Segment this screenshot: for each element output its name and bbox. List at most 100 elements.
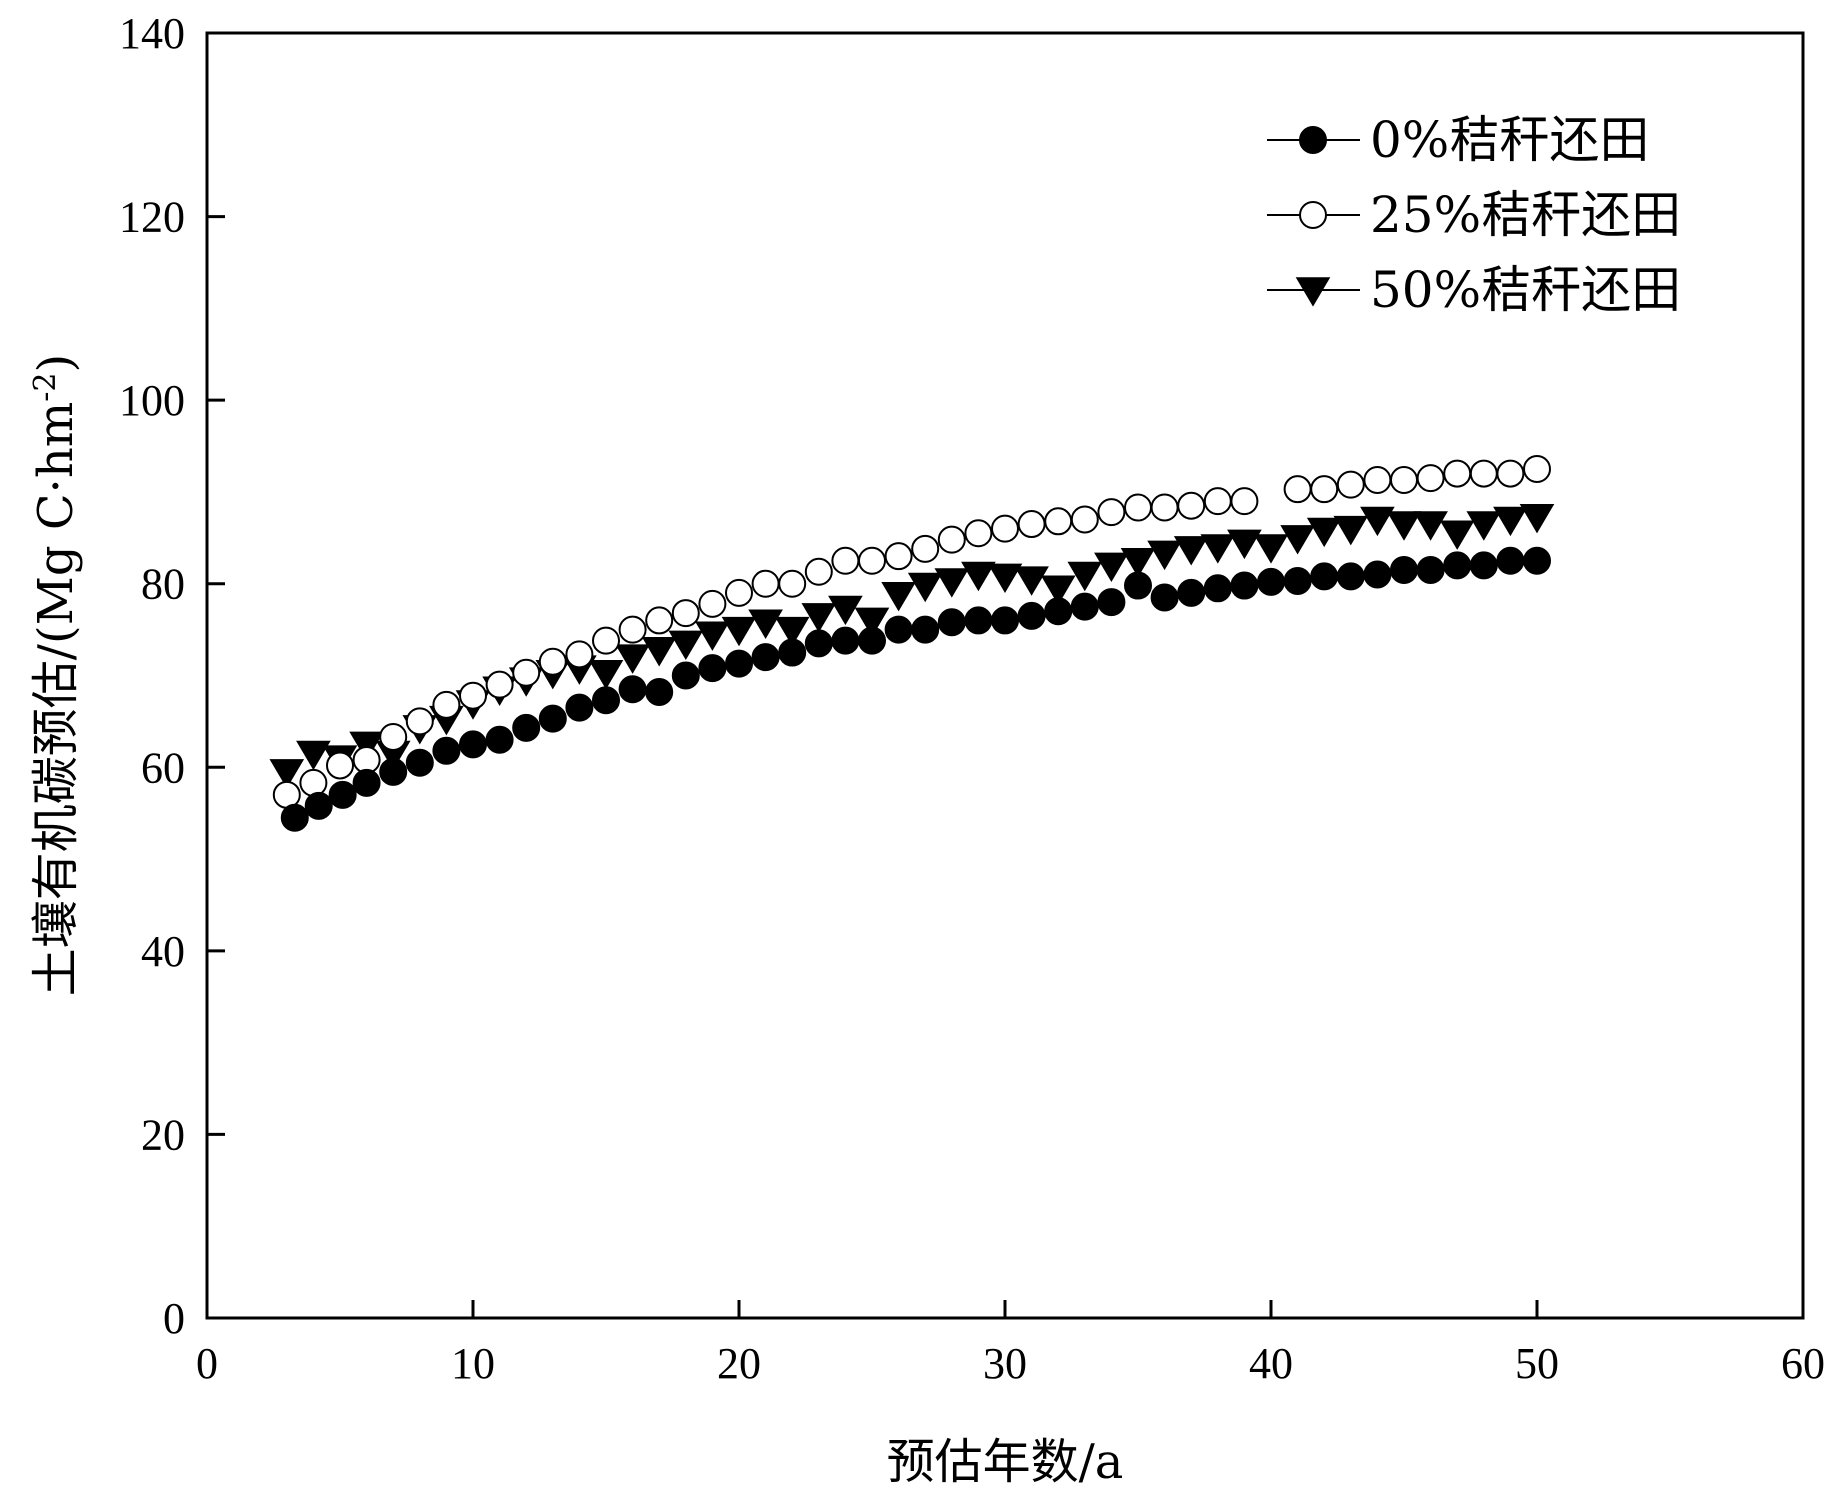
data-point (349, 731, 384, 762)
data-point (1496, 459, 1525, 488)
data-point (1336, 470, 1365, 499)
data-point (1466, 511, 1502, 541)
legend-entry: 25%秸秆还田 (1267, 186, 1681, 244)
y-tick-label: 80 (141, 560, 185, 609)
data-point (1283, 566, 1312, 595)
x-tick-label: 0 (196, 1339, 218, 1388)
legend-label: 25%秸秆还田 (1370, 186, 1681, 244)
data-point (328, 780, 357, 809)
data-point (1413, 511, 1448, 541)
data-point (641, 637, 677, 667)
data-point (588, 659, 624, 690)
data-point (858, 546, 886, 575)
x-tick-label: 10 (451, 1339, 495, 1388)
x-tick-label: 30 (983, 1339, 1027, 1388)
legend-label: 50%秸秆还田 (1370, 261, 1681, 319)
data-point (1044, 507, 1073, 536)
data-point (695, 621, 730, 651)
x-tick-label: 20 (717, 1339, 761, 1388)
data-point (1044, 597, 1073, 626)
data-point (991, 606, 1019, 635)
plot-frame (205, 31, 1805, 1320)
data-point (1173, 536, 1209, 566)
legend-label: 0%秸秆还田 (1370, 111, 1649, 169)
y-tick-label: 20 (141, 1110, 185, 1159)
data-point (1040, 575, 1076, 605)
data-point (352, 768, 381, 797)
data-point (1200, 534, 1236, 564)
legend-marker (1299, 126, 1327, 154)
data-point (1336, 562, 1365, 591)
data-point (1094, 552, 1129, 583)
data-point (1523, 454, 1551, 483)
data-point (1439, 520, 1475, 550)
data-point (751, 569, 780, 598)
data-point (1280, 525, 1315, 555)
data-point (280, 803, 309, 832)
legend-marker (1299, 201, 1327, 229)
data-point (1124, 493, 1152, 522)
data-point (1443, 551, 1472, 580)
data-point (1203, 487, 1232, 516)
data-point (1230, 487, 1259, 516)
data-point (911, 615, 940, 644)
data-point (911, 534, 940, 563)
data-point (1333, 515, 1369, 546)
data-point (1150, 583, 1179, 612)
data-point (1363, 465, 1392, 494)
data-point (854, 607, 890, 638)
data-point (698, 589, 727, 618)
data-point (405, 748, 434, 777)
data-point (804, 557, 833, 586)
data-point (304, 791, 333, 820)
data-point (1177, 578, 1206, 607)
y-tick-label: 140 (119, 9, 185, 58)
data-point (1203, 574, 1232, 603)
data-point (1230, 571, 1259, 600)
series-0 (280, 546, 1551, 832)
data-point (881, 581, 916, 612)
data-point (432, 736, 461, 765)
data-point (1306, 517, 1342, 548)
data-point (778, 569, 807, 598)
data-point (1177, 491, 1206, 520)
data-point (296, 740, 331, 771)
data-point (778, 638, 807, 667)
data-point (592, 626, 620, 655)
data-point (1120, 548, 1156, 578)
data-point (565, 640, 594, 669)
data-point (1363, 560, 1392, 589)
data-point (1147, 540, 1182, 571)
data-point (615, 644, 650, 674)
data-point (907, 572, 943, 603)
legend-marker (1295, 277, 1331, 307)
data-point (1390, 555, 1418, 584)
data-point (671, 661, 700, 690)
axis-ticks: 0 10 20 30 40 50 60 0 20 40 60 80 100 120 140 (119, 9, 1825, 1388)
data-point (538, 704, 567, 733)
data-point (592, 686, 620, 715)
data-point (831, 546, 860, 575)
y-tick-label: 60 (141, 743, 185, 792)
data-point (961, 561, 996, 592)
data-point (538, 647, 567, 676)
data-point (1097, 498, 1126, 527)
data-point (987, 563, 1023, 594)
data-point (1017, 510, 1046, 539)
data-point (485, 670, 514, 699)
data-point (721, 616, 757, 647)
data-point (1014, 566, 1049, 596)
data-point (1493, 506, 1528, 537)
x-tick-label: 40 (1249, 1339, 1293, 1388)
y-tick-label: 100 (119, 376, 185, 425)
data-point (432, 690, 461, 719)
data-point (1310, 475, 1339, 504)
data-point (964, 606, 993, 635)
data-point (884, 615, 913, 644)
data-point (459, 730, 487, 759)
data-point (1253, 534, 1289, 564)
data-point (269, 759, 305, 789)
series-1 (272, 454, 1551, 809)
data-point (828, 595, 863, 626)
